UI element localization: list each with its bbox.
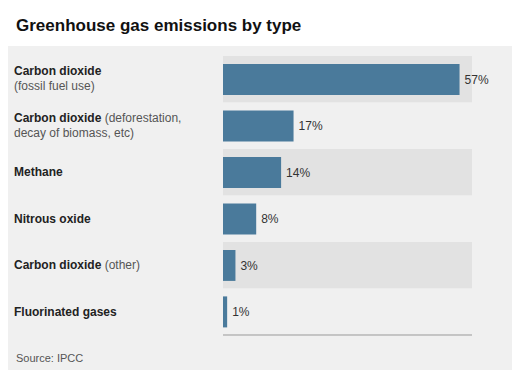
svg-text:17%: 17% xyxy=(299,119,323,133)
svg-text:57%: 57% xyxy=(465,73,489,87)
svg-text:1%: 1% xyxy=(232,305,250,319)
svg-text:Methane: Methane xyxy=(14,165,63,179)
svg-text:8%: 8% xyxy=(261,212,279,226)
html-text:Source: IPCC: Source: IPCC xyxy=(16,352,84,364)
svg-text:14%: 14% xyxy=(286,166,310,180)
svg-text:Carbon dioxide (other): Carbon dioxide (other) xyxy=(14,258,140,272)
svg-text:Fluorinated gases: Fluorinated gases xyxy=(14,305,117,319)
svg-text:Carbon dioxide(fossil fuel use: Carbon dioxide(fossil fuel use) xyxy=(14,64,102,93)
svg-text:Carbon dioxide (deforestation,: Carbon dioxide (deforestation,decay of b… xyxy=(14,111,181,140)
svg-text:Nitrous oxide: Nitrous oxide xyxy=(14,212,91,226)
svg-text:3%: 3% xyxy=(240,259,258,273)
html-text:Greenhouse gas emissions by ty: Greenhouse gas emissions by type xyxy=(16,16,302,35)
